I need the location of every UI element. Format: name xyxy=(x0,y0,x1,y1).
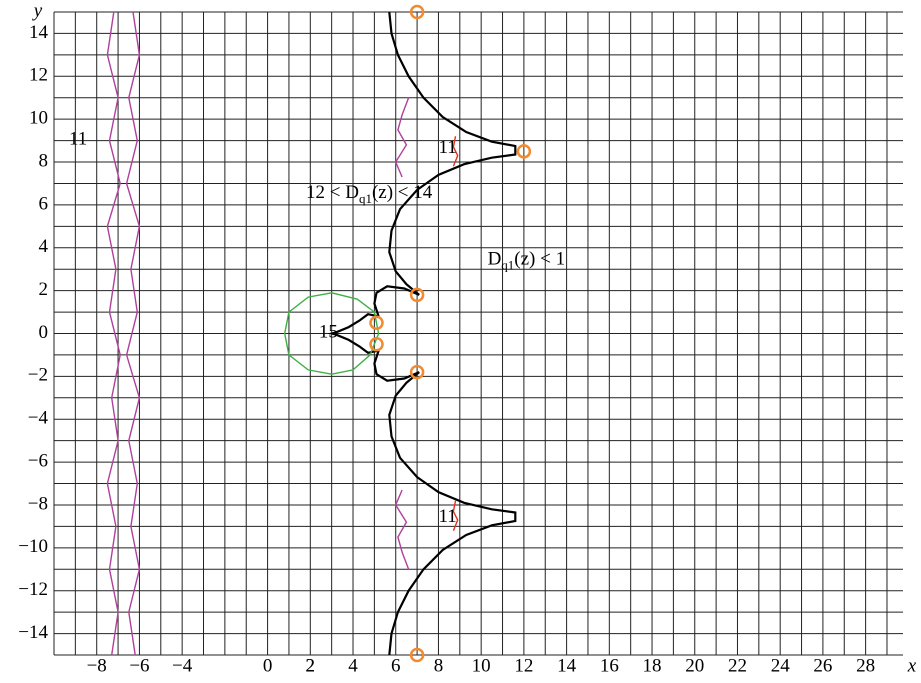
contour-line xyxy=(327,11,517,656)
x-tick-label: 22 xyxy=(728,655,747,676)
annotation-text: 11 xyxy=(438,138,456,159)
x-tick-label: 10 xyxy=(472,655,491,676)
y-tick-label: −4 xyxy=(28,408,49,429)
x-tick-label: 2 xyxy=(306,655,316,676)
x-tick-label: 28 xyxy=(856,655,875,676)
x-tick-label: −8 xyxy=(87,655,107,676)
marker xyxy=(516,144,532,159)
y-tick-label: 2 xyxy=(39,279,49,300)
contour-line xyxy=(394,97,410,570)
y-tick-label: 10 xyxy=(29,108,48,129)
y-tick-label: −14 xyxy=(18,622,48,643)
x-tick-label: 26 xyxy=(813,655,832,676)
annotation-after: (z) < 1 xyxy=(514,249,565,270)
y-tick-label: −8 xyxy=(28,493,48,514)
x-tick-label: 8 xyxy=(434,655,444,676)
y-tick-label: −2 xyxy=(28,365,48,386)
x-tick-label: 6 xyxy=(391,655,401,676)
annotation-sub: q1 xyxy=(359,191,372,206)
x-tick-label: −6 xyxy=(129,655,149,676)
y-tick-label: −6 xyxy=(28,450,48,471)
x-tick-label: −4 xyxy=(172,655,193,676)
x-tick-label: 18 xyxy=(643,655,662,676)
y-tick-label: 6 xyxy=(39,193,49,214)
annotation: 15 xyxy=(319,322,338,343)
y-tick-label: 14 xyxy=(29,22,49,43)
marker xyxy=(409,287,425,303)
annotation: 11 xyxy=(69,129,87,150)
y-axis-label: y xyxy=(32,0,43,21)
contour-line xyxy=(452,136,459,531)
contour-line xyxy=(283,292,380,375)
x-tick-label: 20 xyxy=(685,655,704,676)
y-tick-label: 0 xyxy=(39,322,49,343)
x-tick-label: 14 xyxy=(557,655,577,676)
annotation-text: 11 xyxy=(69,129,87,150)
annotation-text: 11 xyxy=(438,506,456,527)
marker xyxy=(409,364,425,380)
annotation-sub: q1 xyxy=(501,258,514,273)
y-tick-label: 8 xyxy=(39,150,49,171)
annotation: Dq1(z) < 1 xyxy=(488,249,566,273)
y-tick-label: −10 xyxy=(18,536,48,557)
marker xyxy=(369,336,384,352)
annotation-text: 12 < D xyxy=(306,183,359,204)
y-tick-label: 12 xyxy=(29,65,48,86)
x-axis-label: x xyxy=(907,655,917,676)
x-tick-label: 0 xyxy=(263,655,273,676)
x-tick-label: 2 xyxy=(306,655,316,676)
marker xyxy=(409,4,425,20)
y-tick-label: −12 xyxy=(18,579,48,600)
annotation: 11 xyxy=(438,506,456,527)
annotation-text: D xyxy=(488,249,502,270)
x-tick-label: 12 xyxy=(514,655,533,676)
annotation-after: (z) < 14 xyxy=(372,183,433,204)
marker xyxy=(369,315,384,331)
x-tick-label: 16 xyxy=(600,655,619,676)
annotation: 12 < Dq1(z) < 14 xyxy=(306,183,433,207)
marker xyxy=(409,647,425,663)
contour-line xyxy=(106,11,121,656)
x-tick-label: 24 xyxy=(771,655,791,676)
x-tick-label: 4 xyxy=(348,655,358,676)
annotation-text: 15 xyxy=(319,322,338,343)
y-tick-label: 4 xyxy=(39,236,49,257)
contour-line xyxy=(125,11,141,656)
annotation: 11 xyxy=(438,138,456,159)
